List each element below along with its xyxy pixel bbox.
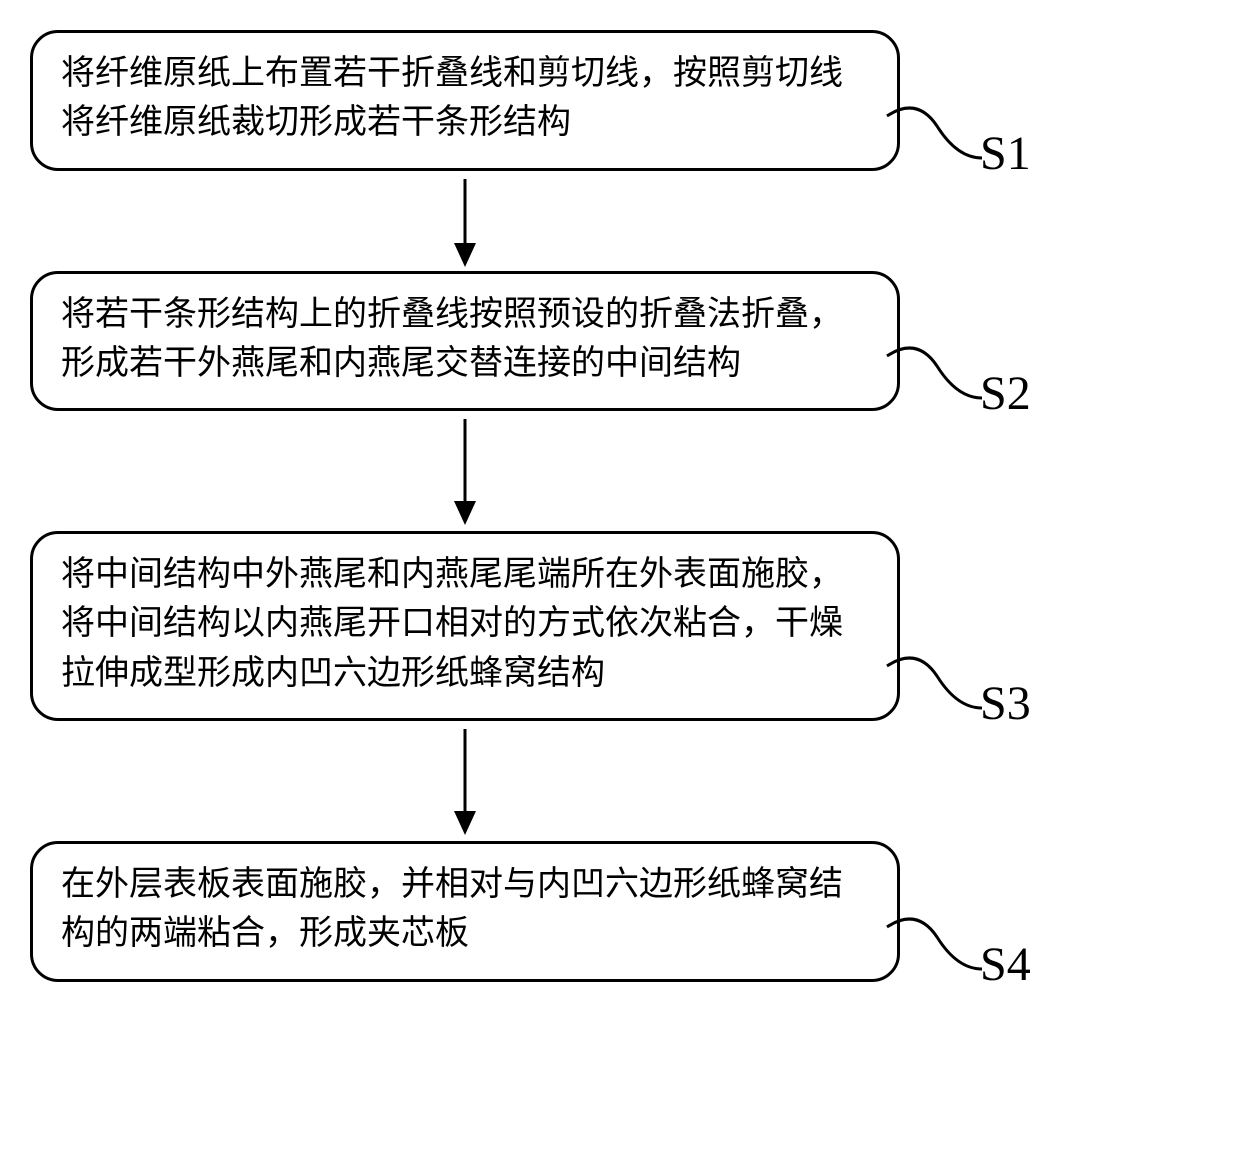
arrow-down [30,411,900,531]
step-text: 在外层表板表面施胶，并相对与内凹六边形纸蜂窝结构的两端粘合，形成夹芯板 [61,866,843,952]
flowchart-container: 将纤维原纸上布置若干折叠线和剪切线，按照剪切线将纤维原纸裁切形成若干条形结构 S… [30,30,1210,982]
step-label: S4 [980,937,1031,992]
connector-curve-icon [887,646,987,726]
arrow-down [30,171,900,271]
step-label: S2 [980,366,1031,421]
step-label: S3 [980,676,1031,731]
step-row: 将中间结构中外燕尾和内燕尾尾端所在外表面施胶，将中间结构以内燕尾开口相对的方式依… [30,531,1031,721]
step-row: 将纤维原纸上布置若干折叠线和剪切线，按照剪切线将纤维原纸裁切形成若干条形结构 S… [30,30,1031,171]
step-text: 将中间结构中外燕尾和内燕尾尾端所在外表面施胶，将中间结构以内燕尾开口相对的方式依… [61,556,843,692]
step-text: 将若干条形结构上的折叠线按照预设的折叠法折叠，形成若干外燕尾和内燕尾交替连接的中… [61,296,843,382]
arrow-down-icon [445,721,485,841]
step-row: 在外层表板表面施胶，并相对与内凹六边形纸蜂窝结构的两端粘合，形成夹芯板 S4 [30,841,1031,982]
arrow-down [30,721,900,841]
connector-curve-icon [887,336,987,416]
step-text: 将纤维原纸上布置若干折叠线和剪切线，按照剪切线将纤维原纸裁切形成若干条形结构 [61,55,843,141]
step-box-s1: 将纤维原纸上布置若干折叠线和剪切线，按照剪切线将纤维原纸裁切形成若干条形结构 [30,30,900,171]
connector-curve-icon [887,96,987,176]
step-row: 将若干条形结构上的折叠线按照预设的折叠法折叠，形成若干外燕尾和内燕尾交替连接的中… [30,271,1031,412]
arrow-down-icon [445,411,485,531]
connector-curve-icon [887,907,987,987]
arrow-down-icon [445,171,485,271]
step-box-s3: 将中间结构中外燕尾和内燕尾尾端所在外表面施胶，将中间结构以内燕尾开口相对的方式依… [30,531,900,721]
step-label: S1 [980,126,1031,181]
step-box-s2: 将若干条形结构上的折叠线按照预设的折叠法折叠，形成若干外燕尾和内燕尾交替连接的中… [30,271,900,412]
step-box-s4: 在外层表板表面施胶，并相对与内凹六边形纸蜂窝结构的两端粘合，形成夹芯板 [30,841,900,982]
